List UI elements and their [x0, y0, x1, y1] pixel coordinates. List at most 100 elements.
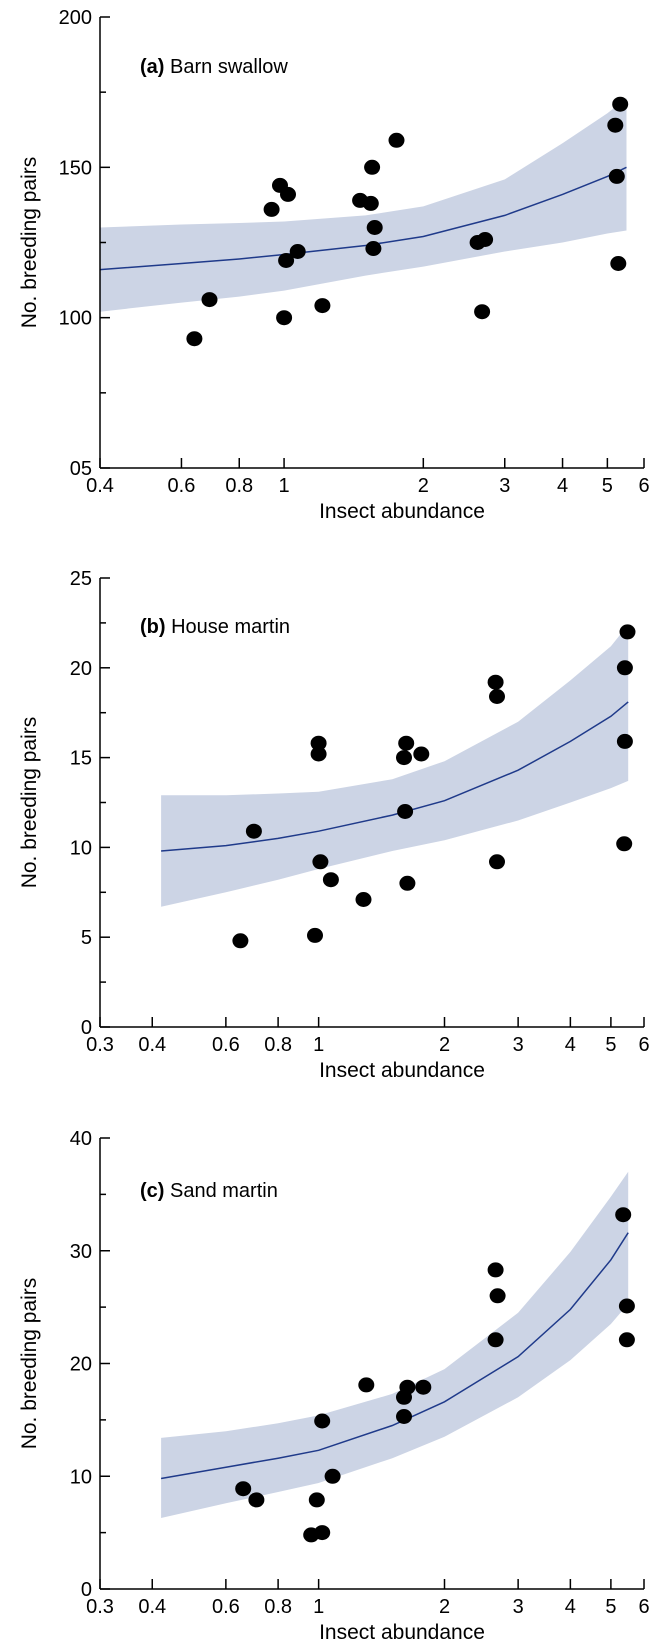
x-tick-label: 0.4	[86, 475, 114, 497]
data-point	[322, 872, 339, 888]
y-axis-label: No. breeding pairs	[18, 1278, 41, 1450]
data-point	[489, 1288, 506, 1304]
data-point	[186, 331, 203, 347]
x-axis-label: Insect abundance	[319, 1059, 485, 1082]
data-point	[201, 292, 218, 308]
data-point	[474, 304, 491, 320]
data-point	[608, 168, 625, 184]
data-point	[245, 823, 262, 839]
x-tick-label: 1	[313, 1034, 324, 1056]
y-tick-label: 30	[70, 1241, 92, 1263]
panel-species: Sand martin	[164, 1180, 277, 1202]
y-axis-label: No. breeding pairs	[18, 157, 41, 329]
x-tick-label: 5	[602, 475, 613, 497]
panel-letter: (c)	[140, 1180, 164, 1202]
data-point	[616, 733, 633, 749]
data-point	[263, 201, 280, 217]
data-point	[619, 624, 636, 640]
x-tick-label: 2	[439, 1034, 450, 1056]
data-point	[487, 1332, 504, 1348]
data-point	[358, 1377, 375, 1393]
y-tick-label: 10	[70, 837, 92, 859]
data-point	[615, 1207, 632, 1223]
x-tick-label: 0.4	[138, 1034, 166, 1056]
data-point	[276, 310, 293, 326]
data-point	[289, 244, 306, 259]
y-tick-label: 0	[81, 1579, 92, 1601]
data-point	[310, 746, 327, 762]
data-point	[607, 117, 624, 133]
y-tick-label: 0	[81, 1017, 92, 1039]
panel-species: Barn swallow	[164, 56, 288, 78]
x-tick-label: 0.6	[212, 1034, 240, 1056]
panel-species: House martin	[166, 616, 291, 638]
y-tick-label: 5	[81, 927, 92, 949]
x-tick-label: 6	[638, 475, 649, 497]
y-tick-label: 15	[70, 748, 92, 770]
data-point	[618, 1332, 635, 1348]
data-point	[355, 892, 372, 907]
data-point	[362, 195, 379, 211]
data-point	[610, 256, 627, 271]
y-tick-label: 20	[70, 1354, 92, 1376]
data-point	[616, 836, 633, 852]
data-point	[364, 159, 381, 175]
chart-panel-1: 0.4 0.6 0.8 1 2 3 4 5 6 05 100 150 200 Insect abundan…	[18, 7, 650, 523]
data-point	[487, 674, 504, 690]
panel-letter: (a)	[140, 56, 164, 78]
data-point	[489, 689, 505, 704]
fit-line	[99, 166, 627, 271]
x-tick-label: 0.8	[264, 1596, 292, 1618]
x-tick-label: 5	[605, 1596, 616, 1618]
x-axis-label: Insect abundance	[319, 1621, 485, 1644]
panel-title: (b) House martin	[140, 616, 290, 638]
data-point	[398, 735, 415, 751]
x-tick-label: 0.8	[264, 1034, 292, 1056]
fit-line	[160, 1232, 629, 1480]
x-tick-label: 1	[279, 475, 290, 497]
data-point	[366, 220, 383, 235]
data-point	[618, 1298, 635, 1314]
data-point	[307, 927, 323, 943]
x-tick-label: 4	[565, 1034, 576, 1056]
y-tick-label: 100	[59, 308, 92, 330]
data-point	[487, 1262, 504, 1278]
x-tick-label: 5	[605, 1034, 616, 1056]
data-point	[310, 735, 327, 751]
y-tick-label: 10	[70, 1466, 92, 1488]
y-tick-label: 40	[70, 1128, 92, 1150]
x-tick-label: 4	[565, 1596, 576, 1618]
y-tick-label: 150	[59, 157, 92, 179]
y-tick-label: 25	[70, 568, 92, 590]
data-point	[308, 1492, 325, 1508]
data-point	[314, 1413, 331, 1429]
x-tick-label: 3	[513, 1596, 524, 1618]
x-axis-label: Insect abundance	[319, 500, 485, 523]
x-tick-label: 6	[638, 1034, 649, 1056]
x-tick-label: 1	[313, 1596, 324, 1618]
x-tick-label: 0.6	[168, 475, 196, 497]
x-tick-label: 4	[557, 475, 568, 497]
panel-title: (a) Barn swallow	[140, 56, 288, 78]
data-point	[324, 1468, 341, 1484]
data-point	[415, 1379, 432, 1395]
data-point	[396, 750, 412, 766]
confidence-band	[100, 98, 627, 312]
x-tick-label: 0.4	[138, 1596, 166, 1618]
data-point	[388, 132, 405, 148]
x-tick-label: 3	[499, 475, 510, 497]
x-tick-label: 2	[439, 1596, 450, 1618]
panel-letter: (b)	[140, 616, 166, 638]
x-tick-label: 0.3	[86, 1034, 114, 1056]
data-point	[489, 854, 505, 870]
x-tick-label: 0.3	[86, 1596, 114, 1618]
data-point	[232, 933, 249, 949]
data-point	[397, 804, 414, 819]
y-tick-label: 200	[59, 7, 92, 29]
data-point	[248, 1492, 265, 1508]
confidence-band	[161, 1171, 629, 1518]
data-point	[280, 186, 296, 202]
data-point	[278, 253, 295, 268]
data-point	[413, 746, 430, 762]
